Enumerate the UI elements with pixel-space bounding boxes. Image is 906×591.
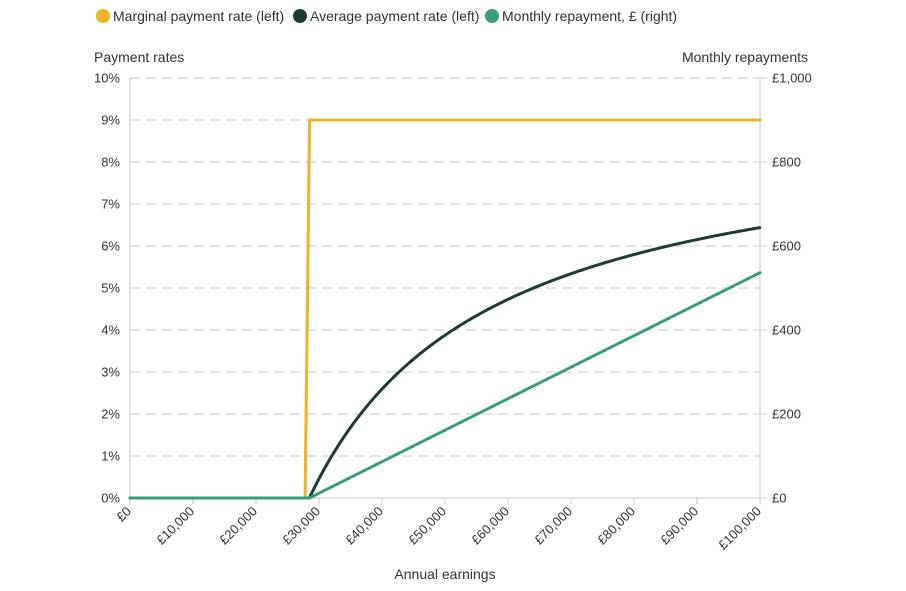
x-tick-label: £50,000 [405, 504, 449, 548]
x-tick-label: £40,000 [342, 504, 386, 548]
legend-marker-3 [485, 9, 499, 23]
right-tick-label: £0 [772, 491, 786, 506]
right-tick-label: £200 [772, 407, 801, 422]
legend-marker-1 [96, 9, 110, 23]
legend-marker-2 [293, 9, 307, 23]
right-axis-ticks: £0 £200 £400 £600 £800 £1,000 [760, 71, 812, 506]
legend-label-1: Marginal payment rate (left) [113, 8, 284, 24]
right-tick-label: £600 [772, 239, 801, 254]
x-tick-label: £100,000 [715, 504, 764, 553]
right-axis-title: Monthly repayments [682, 49, 808, 65]
left-tick-label: 7% [101, 197, 120, 212]
right-tick-label: £400 [772, 323, 801, 338]
left-axis-ticks: 0% 1% 2% 3% 4% 5% 6% 7% 8% 9% 10% [94, 71, 120, 506]
series-line-3 [128, 271, 762, 500]
legend-label-2: Average payment rate (left) [310, 8, 479, 24]
left-tick-label: 3% [101, 365, 120, 380]
x-tick-label: £0 [113, 504, 134, 525]
left-axis-title: Payment rates [94, 49, 184, 65]
left-tick-label: 9% [101, 113, 120, 128]
left-tick-label: 6% [101, 239, 120, 254]
x-axis-ticks: £0 £10,000 £20,000 £30,000 £40,000 £50,000 £60… [113, 498, 764, 552]
left-tick-label: 4% [101, 323, 120, 338]
series-line-1 [128, 118, 762, 500]
x-tick-label: £80,000 [594, 504, 638, 548]
legend-label-3: Monthly repayment, £ (right) [502, 8, 677, 24]
legend: Marginal payment rate (left) Average paym… [96, 8, 677, 24]
left-tick-label: 8% [101, 155, 120, 170]
left-tick-label: 1% [101, 449, 120, 464]
series-line-2 [128, 226, 762, 500]
right-tick-label: £1,000 [772, 71, 812, 86]
x-tick-label: £60,000 [468, 504, 512, 548]
x-axis-title: Annual earnings [394, 566, 495, 582]
left-tick-label: 2% [101, 407, 120, 422]
series-lines [128, 118, 762, 500]
x-tick-label: £20,000 [216, 504, 260, 548]
left-tick-label: 10% [94, 71, 120, 86]
x-tick-label: £90,000 [657, 504, 701, 548]
right-tick-label: £800 [772, 155, 801, 170]
x-tick-label: £70,000 [531, 504, 575, 548]
x-tick-label: £30,000 [279, 504, 323, 548]
x-tick-label: £10,000 [153, 504, 197, 548]
left-tick-label: 5% [101, 281, 120, 296]
left-tick-label: 0% [101, 491, 120, 506]
gridlines [130, 77, 760, 457]
